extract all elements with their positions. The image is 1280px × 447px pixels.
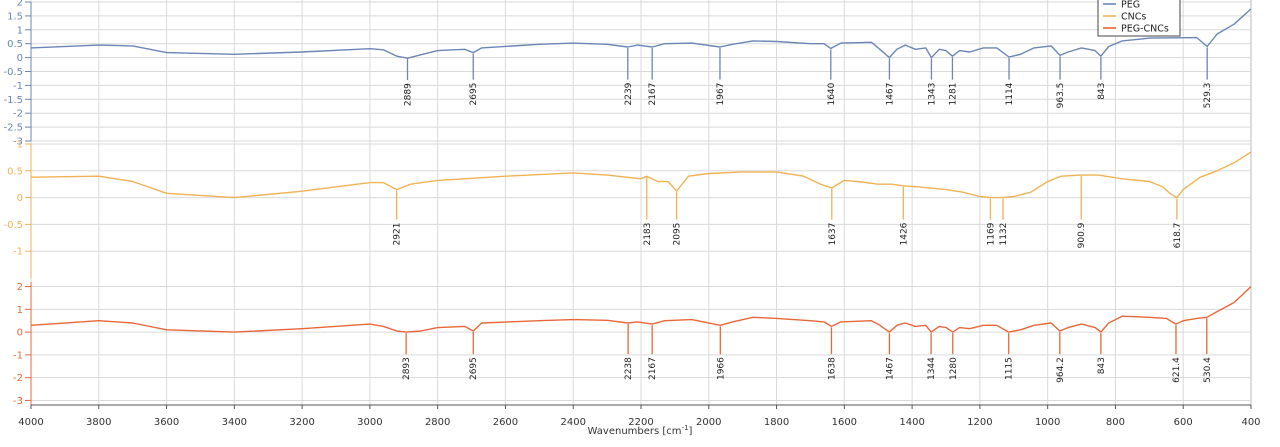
y-tick-label: 2 — [17, 282, 23, 293]
peak-label: 530.4 — [1203, 357, 1213, 383]
peak-label: 2893 — [402, 357, 412, 380]
peak-label: 621.4 — [1172, 357, 1182, 383]
series-line-cncs — [30, 151, 1252, 199]
peak-label: 1637 — [828, 223, 838, 246]
peak-label: 2238 — [624, 357, 634, 380]
y-tick-label: -1.5 — [3, 95, 23, 106]
y-tick-label: 2 — [17, 0, 23, 9]
y-tick-label: -1 — [13, 81, 23, 92]
y-tick-label: 1 — [17, 140, 23, 151]
peak-label: 529.3 — [1203, 83, 1213, 109]
y-tick-label: -2 — [13, 109, 23, 120]
peak-label: 1467 — [885, 83, 895, 106]
y-tick-label: 0 — [17, 53, 23, 64]
x-tick-label: 800 — [1106, 417, 1125, 428]
peak-label: 2695 — [469, 357, 479, 380]
peak-label: 1169 — [986, 222, 996, 245]
y-tick-label: -3 — [13, 137, 23, 148]
x-tick-label: 2000 — [696, 417, 721, 428]
x-tick-label: 600 — [1174, 417, 1193, 428]
y-tick-label: -2.5 — [3, 123, 23, 134]
y-tick-label: -2 — [13, 373, 23, 384]
x-tick-label: 3200 — [289, 417, 314, 428]
y-tick-label: 0 — [17, 193, 23, 204]
y-tick-label: 0.5 — [7, 39, 23, 50]
peak-label: 2167 — [648, 83, 658, 106]
y-tick-label: -1 — [13, 350, 23, 361]
spectrum-panels: 2 1.5 1 0.5 0 -0.5 -1 -1.5 -2 -2.5 -3 2889 2695 2239 2… — [3, 0, 1252, 407]
x-tick-label: 3600 — [154, 417, 179, 428]
legend-label: PEG — [1121, 0, 1140, 11]
x-tick-label: 1000 — [1035, 417, 1060, 428]
y-tick-label: -0.5 — [3, 67, 23, 78]
x-tick-label: 2200 — [628, 417, 653, 428]
peak-label: 1344 — [927, 357, 937, 380]
peak-label: 1426 — [899, 222, 909, 245]
y-tick-label: 0 — [17, 328, 23, 339]
x-tick-label: 2600 — [493, 417, 518, 428]
y-tick-label: 0.5 — [7, 166, 23, 177]
peak-label: 2239 — [624, 82, 634, 105]
peak-label: 618.7 — [1173, 223, 1183, 249]
x-tick-label: 3000 — [357, 417, 382, 428]
legend-label: PEG-CNCs — [1121, 24, 1169, 35]
x-tick-label: 1800 — [764, 417, 789, 428]
peak-label: 2695 — [469, 83, 479, 106]
peak-label: 1281 — [948, 83, 958, 106]
x-axis-label: Wavenumbers [cm-1] — [588, 424, 693, 437]
peak-label: 1640 — [827, 82, 837, 105]
panel-peg: 2 1.5 1 0.5 0 -0.5 -1 -1.5 -2 -2.5 -3 2889 2695 2239 2… — [3, 0, 1252, 148]
peak-label: 2921 — [393, 223, 403, 246]
x-tick-label: 3400 — [222, 417, 247, 428]
peak-label: 1280 — [949, 357, 959, 380]
peak-label: 2095 — [673, 223, 683, 246]
x-tick-label: 2800 — [425, 417, 450, 428]
grid-lines — [30, 0, 1252, 405]
legend-label: CNCs — [1121, 12, 1146, 23]
y-tick-label: -3 — [13, 396, 23, 407]
peak-label: 1115 — [1005, 357, 1015, 380]
peak-label: 2183 — [643, 223, 653, 246]
y-tick-label: 1.5 — [7, 11, 23, 22]
peak-label: 1467 — [885, 357, 895, 380]
peak-label: 1638 — [827, 357, 837, 380]
y-tick-label: 1 — [17, 25, 23, 36]
peak-label: 843 — [1097, 83, 1107, 100]
x-axis: 4000 3800 3600 3400 3200 3000 2800 2600 2400 2200… — [18, 404, 1261, 428]
peak-label: 2889 — [404, 83, 414, 106]
x-tick-label: 2400 — [560, 417, 585, 428]
y-tick-label: 1 — [17, 305, 23, 316]
x-tick-label: 1400 — [899, 417, 924, 428]
peak-label: 1967 — [716, 83, 726, 106]
peak-label: 900.9 — [1077, 222, 1087, 248]
y-tick-label: -0.5 — [3, 220, 23, 231]
peak-label: 1343 — [927, 83, 937, 106]
x-tick-label: 400 — [1241, 417, 1260, 428]
series-line-peg — [30, 8, 1252, 59]
y-tick-label: -1 — [13, 247, 23, 258]
peak-label: 964.2 — [1056, 357, 1066, 383]
series-line-peg-cncs — [30, 286, 1252, 333]
x-tick-label: 3800 — [86, 417, 111, 428]
peak-label: 1114 — [1005, 82, 1015, 105]
peak-label: 1132 — [999, 223, 1009, 246]
x-tick-label: 1200 — [967, 417, 992, 428]
peak-label: 2167 — [648, 357, 658, 380]
peak-label: 1966 — [716, 357, 726, 380]
peak-label: 963.5 — [1056, 83, 1066, 109]
x-tick-label: 4000 — [18, 417, 43, 428]
panel-cncs: 1 0.5 0 -0.5 -1 2921 2183 2095 1637 1426 1169 1132 9… — [3, 140, 1252, 278]
peak-label: 843 — [1097, 357, 1107, 374]
legend-box — [1097, 0, 1181, 37]
panel-peg-cncs: 2 1 0 -1 -2 -3 2893 2695 2238 2167 1966 1638 1467 134… — [13, 282, 1252, 407]
x-tick-label: 1600 — [832, 417, 857, 428]
